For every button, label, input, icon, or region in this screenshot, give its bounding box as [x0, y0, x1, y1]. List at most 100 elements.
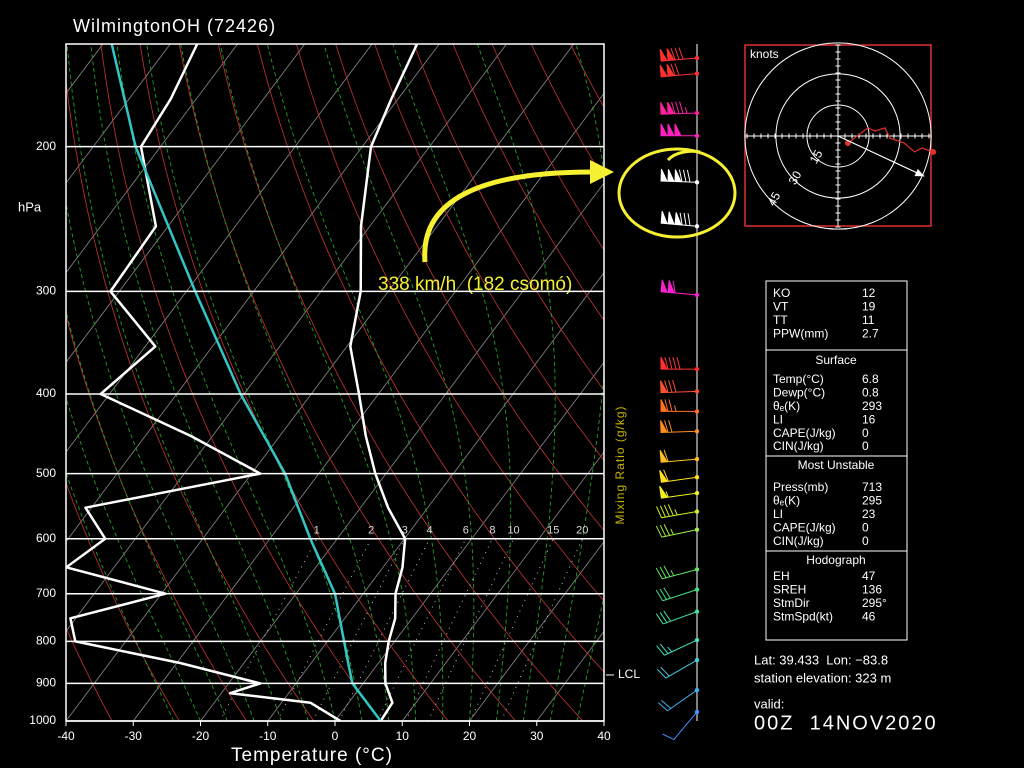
mixing-ratio-tick-label: 2 — [368, 525, 374, 537]
hodo-ring-label: 30 — [786, 168, 805, 187]
wind-barb-dot — [694, 366, 700, 372]
isotherm — [132, 92, 604, 721]
isotherm — [267, 271, 604, 721]
table-value: 11 — [862, 313, 875, 327]
wind-barb — [659, 485, 698, 499]
wind-barb-dot — [694, 409, 700, 414]
annotation-arrowhead — [590, 160, 614, 184]
mixing-ratio-tick-label: 20 — [576, 525, 588, 537]
wind-barb — [657, 689, 698, 712]
y-tick-label: 900 — [36, 676, 56, 690]
y-tick-label: 600 — [36, 531, 56, 545]
x-tick-label: 40 — [597, 729, 611, 743]
table-value: 6.8 — [862, 372, 879, 386]
isotherm — [66, 44, 373, 453]
wind-barb-dot — [694, 709, 700, 715]
isotherm — [66, 44, 440, 543]
wind-barb — [655, 524, 698, 538]
table-value: 0 — [862, 439, 869, 453]
valid-label: valid: — [754, 696, 784, 711]
table-label: θₑ(K) — [773, 399, 800, 413]
y-tick-label: 800 — [36, 634, 56, 648]
table-label: VT — [773, 300, 789, 314]
dry-adiabat — [374, 44, 604, 462]
wind-barb — [656, 504, 698, 519]
storm-motion-arrow — [837, 135, 925, 177]
table-label: StmDir — [773, 596, 810, 610]
table-value: 136 — [862, 583, 882, 597]
wind-barb-dot — [694, 687, 700, 693]
hodo-ring — [806, 104, 870, 168]
elevation: station elevation: 323 m — [754, 670, 891, 685]
table-label: CAPE(J/kg) — [773, 520, 836, 534]
wind-barbs — [655, 47, 700, 740]
table-value: 293 — [862, 399, 882, 413]
mixing-ratio-line — [276, 538, 372, 721]
mixing-ratio-tick-label: 10 — [507, 525, 519, 537]
x-tick-label: 30 — [530, 729, 544, 743]
annotation-stroke — [666, 149, 701, 162]
wind-barb-dot — [694, 490, 700, 496]
wind-barb — [660, 211, 698, 227]
wind-barb-dot — [694, 567, 700, 572]
wind-barb — [660, 356, 697, 370]
table-value: 295° — [862, 596, 887, 610]
mixing-ratio-tick-label: 15 — [547, 525, 559, 537]
dry-adiabat — [66, 481, 180, 721]
mixing-ratio-tick-label: 8 — [489, 525, 495, 537]
y-tick-label: 200 — [36, 139, 56, 153]
wind-barb-dot — [694, 180, 700, 185]
table-label: CIN(J/kg) — [773, 439, 824, 453]
isotherm — [66, 44, 238, 274]
wind-barb-dot — [694, 55, 700, 61]
dry-adiabat — [100, 44, 382, 721]
x-tick-label: 10 — [396, 729, 410, 743]
table-value: 0.8 — [862, 386, 879, 400]
moist-adiabat — [392, 44, 512, 721]
table-label: CIN(J/kg) — [773, 534, 824, 548]
isotherm — [469, 541, 604, 721]
mixing-ratio-label: Mixing Ratio (g/kg) — [613, 405, 627, 524]
hodo-trace-dot — [930, 148, 937, 155]
wind-barb — [660, 279, 698, 296]
table-label: KO — [773, 286, 790, 300]
isotherm — [66, 44, 507, 632]
isotherm — [334, 361, 604, 721]
moist-adiabat — [66, 44, 282, 721]
mixing-ratio-tick-label: 1 — [314, 525, 320, 537]
table-section-title: Most Unstable — [798, 458, 875, 472]
hodo-ring-label: 15 — [807, 147, 826, 166]
table-value: 2.7 — [862, 326, 879, 340]
table-label: LI — [773, 412, 783, 426]
table-label: θₑ(K) — [773, 494, 800, 508]
wind-barb — [660, 420, 698, 434]
valid-time: 00Z 14NOV2020 — [754, 712, 938, 734]
hodo-ring — [744, 42, 932, 230]
wind-barb-dot — [694, 389, 700, 394]
y-tick-label: 700 — [36, 586, 56, 600]
table-value: 16 — [862, 412, 876, 426]
table-value: 23 — [862, 507, 876, 521]
wind-barb — [655, 565, 698, 580]
dry-adiabat — [66, 313, 247, 721]
moist-adiabat — [90, 44, 309, 721]
mixing-ratio-tick-label: 3 — [402, 525, 408, 537]
table-label: EH — [773, 569, 790, 583]
isotherm — [401, 451, 604, 721]
dry-adiabat — [413, 44, 604, 392]
wind-barb-dot — [694, 292, 700, 298]
stats-table: KO 12 VT 19 TT 11 PPW(mm) 2.7 Surface Temp(°C) 6.8… — [765, 280, 908, 641]
wind-barb — [656, 639, 698, 656]
wind-barb-dot — [694, 527, 700, 532]
x-tick-label: 0 — [332, 729, 339, 743]
table-label: PPW(mm) — [773, 326, 828, 340]
table-section-title: Surface — [815, 353, 857, 367]
y-tick-label: 300 — [36, 284, 56, 298]
table-label: LI — [773, 507, 783, 521]
table-label: TT — [773, 313, 788, 327]
table-value: 0 — [862, 520, 869, 534]
dry-adiabat — [217, 44, 584, 721]
wind-barb — [655, 587, 698, 602]
